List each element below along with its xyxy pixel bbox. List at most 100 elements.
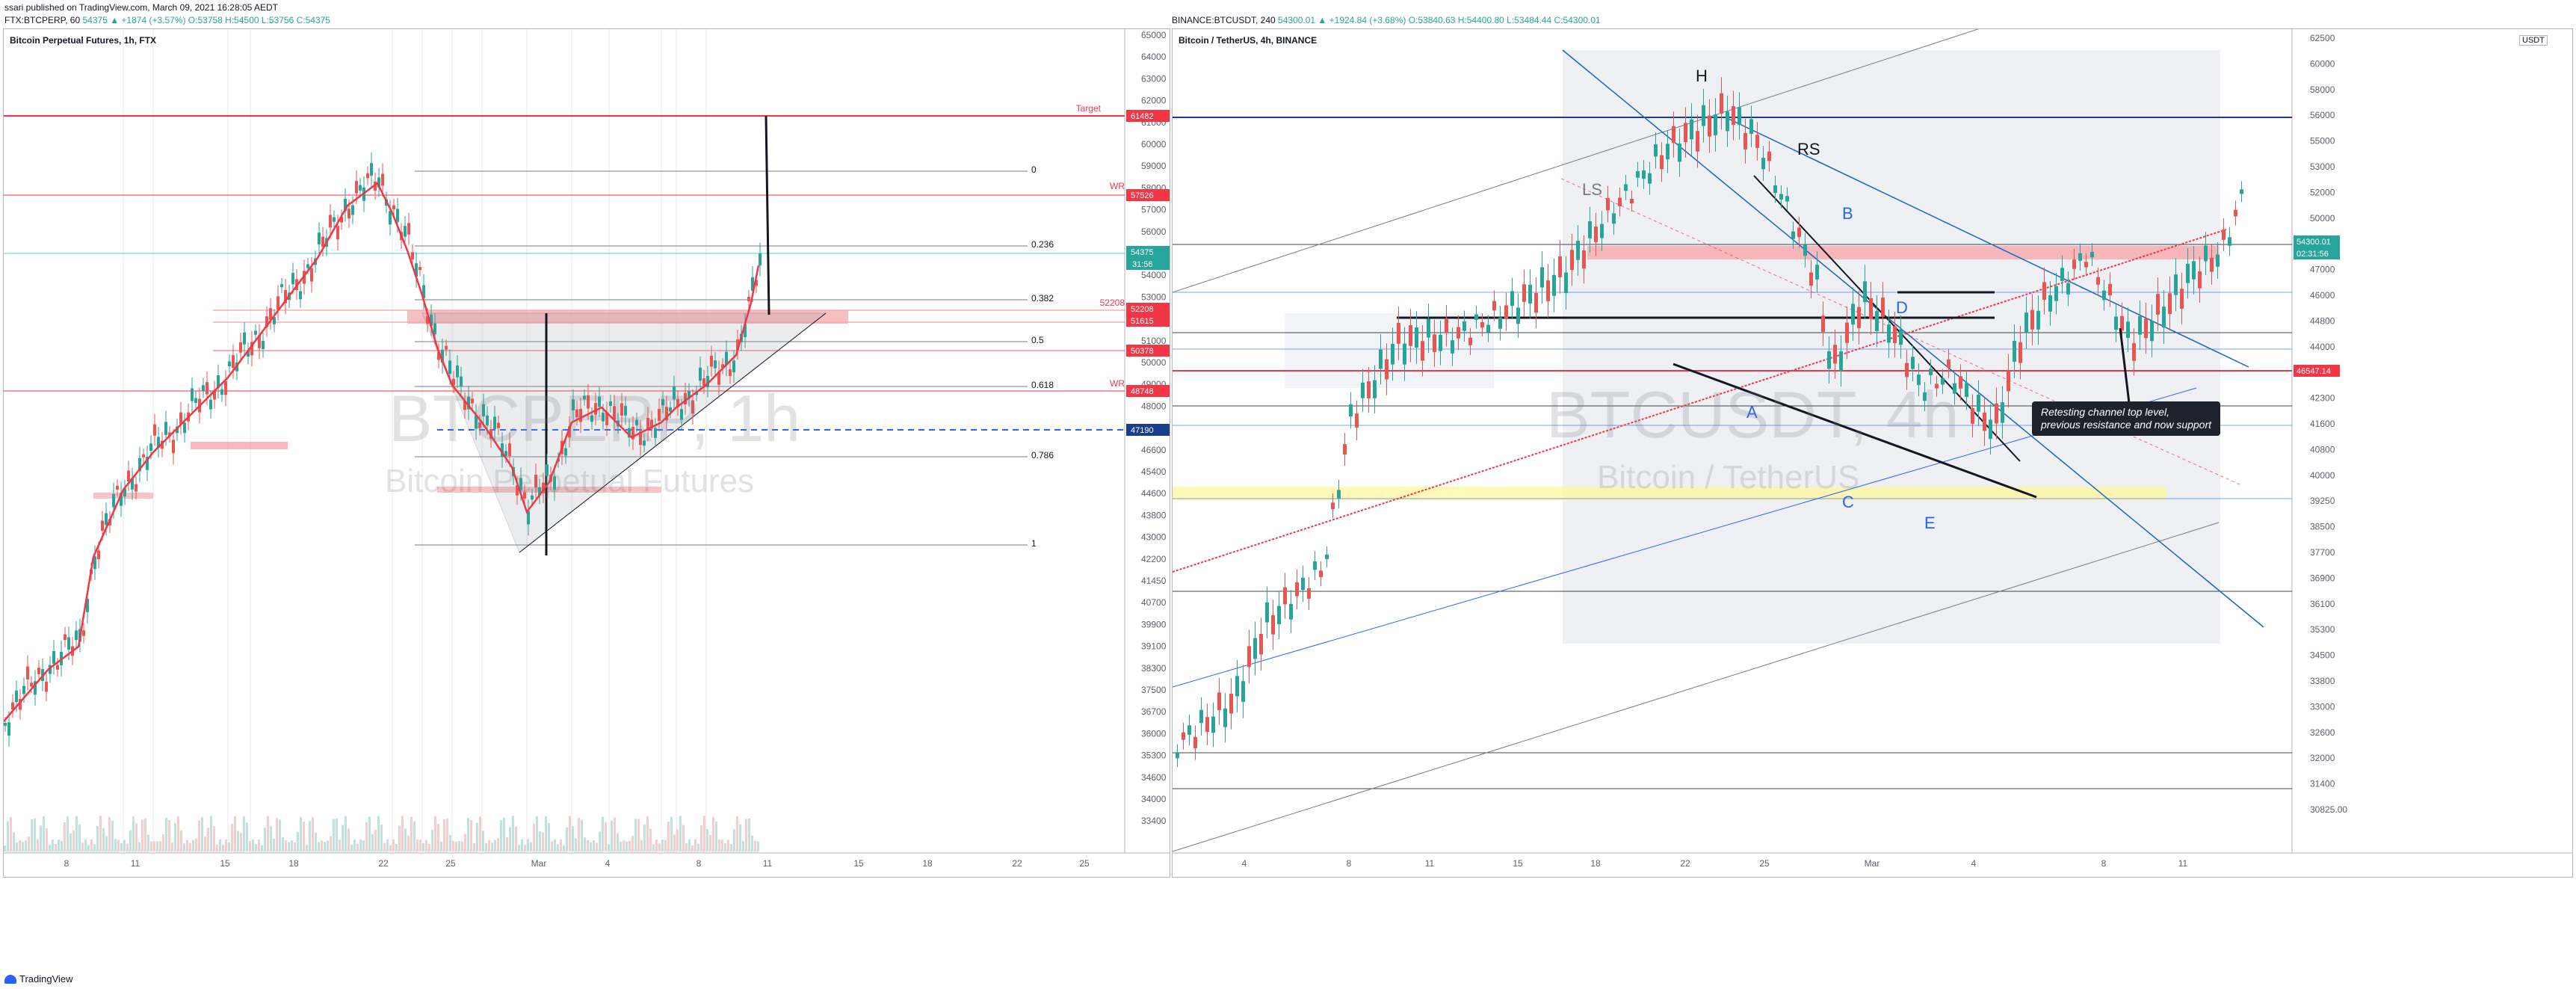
volume-bar xyxy=(392,839,395,851)
volume-bar xyxy=(353,839,356,851)
candle-body xyxy=(497,422,500,428)
left-chart-panel[interactable]: 65000 64000 63000 62000 61000 60000 59000 58000… xyxy=(3,28,1170,878)
volume-bar xyxy=(177,816,179,851)
volume-bar xyxy=(237,831,239,851)
candle-body xyxy=(1881,298,1885,317)
volume-bar xyxy=(165,818,167,851)
left-price-tick: 36000 xyxy=(1141,728,1167,739)
candle-body xyxy=(407,223,410,235)
candle-body xyxy=(609,401,612,406)
tradingview-footer[interactable]: TradingView xyxy=(4,973,73,985)
volume-bar xyxy=(386,839,389,851)
left-price-tick: 33400 xyxy=(1141,816,1167,826)
left-price-tag-text: 51615 xyxy=(1131,317,1154,326)
right-chart-panel[interactable]: 62500 60000 58000 56000 55000 53000 52000 50000… xyxy=(1172,28,2573,878)
candle-body xyxy=(254,330,257,335)
annotation-line-1: Retesting channel top level, xyxy=(2041,406,2169,418)
candle-body xyxy=(168,432,171,437)
candle-body xyxy=(665,407,668,421)
candle-body xyxy=(1522,284,1526,302)
right-price-tick: 30825.00 xyxy=(2310,804,2347,815)
left-time-tick: 4 xyxy=(605,858,611,869)
candle-body xyxy=(1726,111,1729,132)
volume-bar xyxy=(144,818,146,851)
volume-bar xyxy=(288,842,290,851)
volume-bar xyxy=(452,841,454,851)
candle-body xyxy=(389,211,392,225)
candle-body xyxy=(299,291,302,300)
left-time-tick: 25 xyxy=(1079,858,1090,869)
candle-body xyxy=(572,399,575,410)
candle-body xyxy=(1492,301,1496,311)
volume-bar xyxy=(628,840,631,851)
volume-bar xyxy=(437,824,439,851)
right-price-tick: 36900 xyxy=(2310,573,2335,583)
volume-bar xyxy=(321,840,323,851)
candle-body xyxy=(643,440,646,446)
candle-body xyxy=(1367,381,1371,398)
volume-bar xyxy=(611,820,613,851)
candle-body xyxy=(486,415,489,425)
volume-bar xyxy=(419,839,421,851)
right-price-tick: 44800 xyxy=(2310,315,2335,326)
candle-body xyxy=(1546,280,1550,301)
volume-bar xyxy=(697,843,699,851)
candle-body xyxy=(392,205,395,209)
candle-body xyxy=(112,493,115,508)
candle-body xyxy=(564,448,567,456)
resistance-zone xyxy=(407,310,848,324)
left-price-tag-text: 47190 xyxy=(1131,426,1154,435)
volume-bar xyxy=(324,842,326,851)
volume-bar xyxy=(273,839,275,851)
candle-body xyxy=(1738,107,1741,125)
candle-body xyxy=(534,474,537,488)
candle-body xyxy=(1929,369,1933,375)
right-chart-canvas[interactable]: 62500 60000 58000 56000 55000 53000 52000 50000… xyxy=(1173,29,2572,877)
candle-body xyxy=(2019,342,2022,363)
volume-bar xyxy=(422,842,424,851)
candle-body xyxy=(1379,349,1383,369)
left-time-tick: 15 xyxy=(220,858,230,869)
right-price-tag-text: 54300.01 xyxy=(2297,238,2331,247)
candle-body xyxy=(1821,315,1825,333)
candle-body xyxy=(1624,184,1628,191)
candle-body xyxy=(1666,144,1670,160)
volume-bar xyxy=(398,825,401,851)
candle-body xyxy=(1439,334,1442,351)
ema-line xyxy=(4,182,760,722)
candle-body xyxy=(736,339,739,350)
volume-bar xyxy=(440,841,442,851)
volume-bar xyxy=(34,818,36,851)
candle-body xyxy=(2114,316,2118,330)
candle-body xyxy=(7,722,10,736)
candle-body xyxy=(1235,676,1239,697)
candle-body xyxy=(1851,304,1855,325)
left-price-tick: 34600 xyxy=(1141,772,1167,783)
left-chart-canvas[interactable]: 6500064000630006200061000600005900058000… xyxy=(4,29,1170,877)
candle-body xyxy=(1409,324,1412,346)
currency-label[interactable]: USDT xyxy=(2519,35,2548,46)
yellow-zone xyxy=(1173,487,2166,500)
candle-body xyxy=(1241,681,1245,702)
candle-body xyxy=(1295,582,1299,597)
volume-bar xyxy=(147,834,149,851)
right-price-tick: 42300 xyxy=(2310,393,2335,404)
candle-body xyxy=(1283,587,1287,605)
candle-body xyxy=(519,478,522,490)
candle-body xyxy=(590,415,593,422)
right-price-tick: 60000 xyxy=(2310,58,2335,69)
volume-bar xyxy=(413,821,416,851)
volume-bar xyxy=(55,843,57,851)
candle-body xyxy=(1773,185,1777,194)
candle-body xyxy=(1690,119,1693,140)
left-price-tag xyxy=(1126,385,1170,397)
left-timer-text: 31:56 xyxy=(1132,260,1153,269)
right-price-tag xyxy=(2294,235,2340,247)
candle-body xyxy=(699,367,702,381)
candle-body xyxy=(691,400,694,414)
lower-trendline xyxy=(1672,363,2037,499)
left-price-tick: 43800 xyxy=(1141,510,1167,520)
left-price-tick: 41450 xyxy=(1141,576,1167,586)
candle-body xyxy=(1277,606,1281,624)
volume-bar xyxy=(336,819,338,851)
